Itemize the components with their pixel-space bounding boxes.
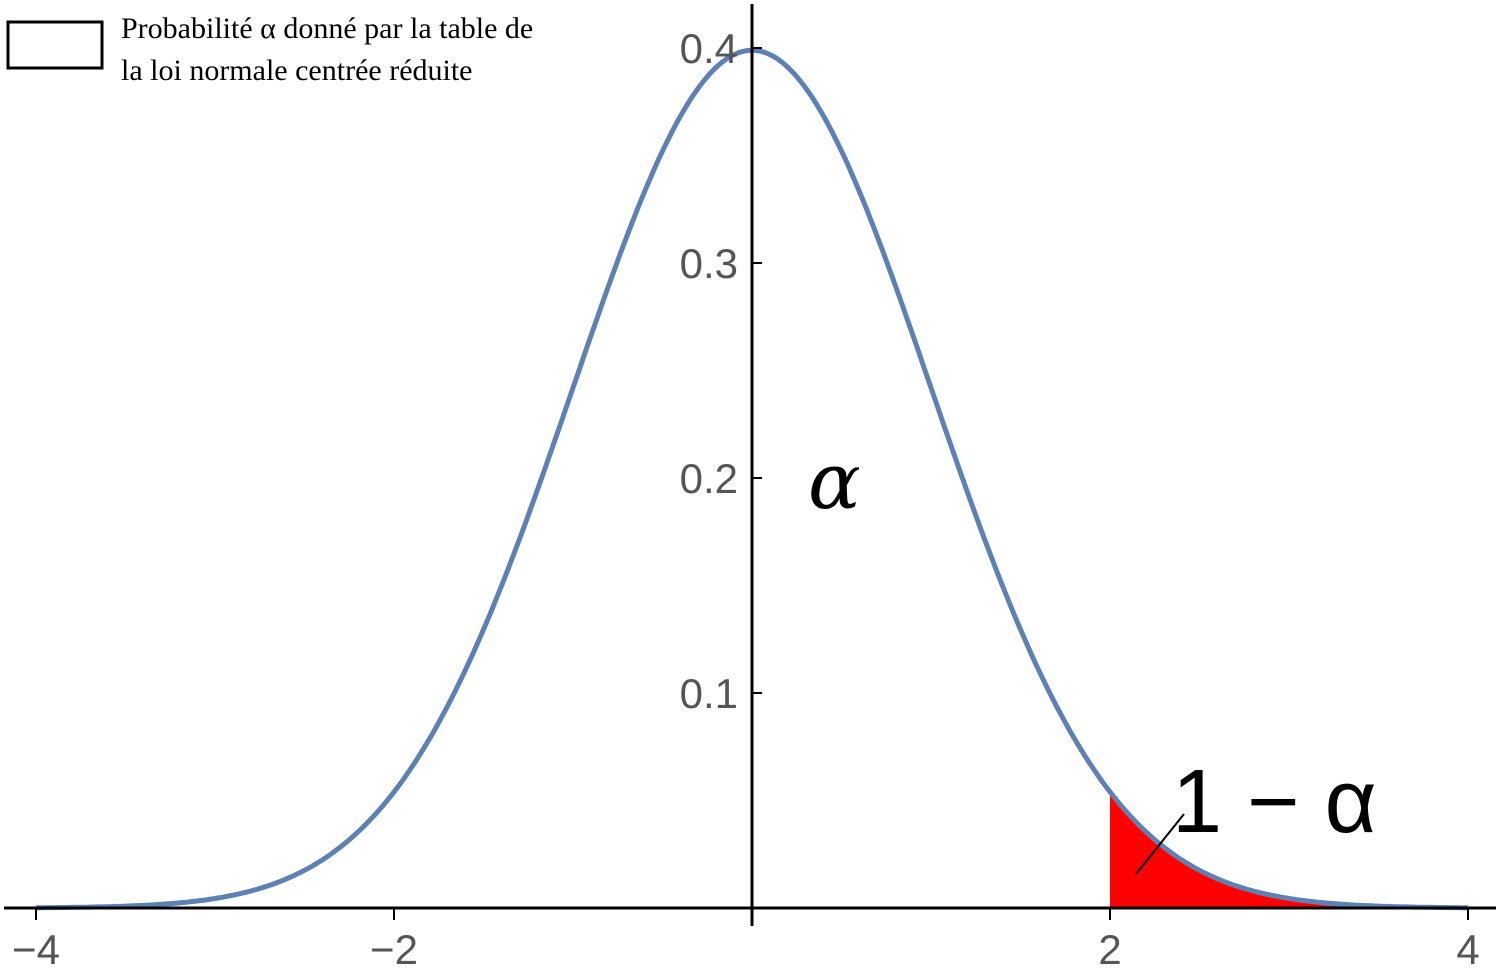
shaded-tail-area [1110, 791, 1468, 908]
y-tick-label: 0.1 [680, 670, 738, 717]
one-minus-alpha-annotation: 1 − α [1172, 752, 1377, 852]
alpha-annotation: α [808, 437, 861, 527]
y-tick-label: 0.2 [680, 455, 738, 502]
ticks-layer: −4 −2 2 4 0.1 0.2 0.3 0.4 [12, 25, 1480, 973]
axes-layer [4, 4, 1496, 926]
legend-text-line2: la loi normale centrée réduite [121, 54, 473, 87]
legend: Probabilité α donné par la table de la l… [6, 12, 533, 87]
x-tick-label: −4 [12, 926, 60, 973]
shaded-tail-layer [1110, 791, 1468, 908]
legend-text-line1: Probabilité α donné par la table de [121, 12, 533, 45]
x-tick-label: −2 [370, 926, 418, 973]
x-tick-label: 2 [1098, 926, 1121, 973]
y-tick-label: 0.4 [680, 25, 738, 72]
x-tick-label: 4 [1456, 926, 1479, 973]
tail-pointer-line [1135, 813, 1185, 875]
legend-swatch [6, 20, 104, 70]
y-tick-label: 0.3 [680, 240, 738, 287]
